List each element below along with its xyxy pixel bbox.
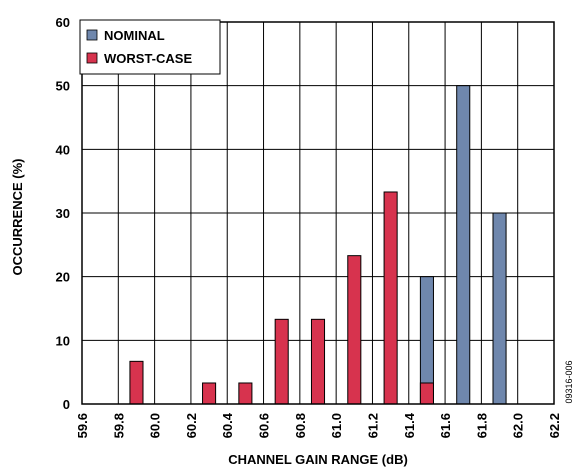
figure-id: 09316-006 [564, 360, 574, 403]
y-tick-labels: 0 10 20 30 40 50 60 [56, 15, 70, 412]
bar-worst-case-3 [274, 318, 289, 405]
y-tick-label: 10 [56, 333, 70, 348]
y-tick-label: 50 [56, 79, 70, 94]
x-tick-label: 61.6 [438, 413, 453, 438]
bar-worst-case-6 [383, 191, 398, 405]
legend-label-nominal: NOMINAL [104, 28, 165, 43]
bar-worst-case-4 [310, 318, 326, 405]
y-tick-label: 0 [63, 397, 70, 412]
x-tick-labels: 59.6 59.8 60.0 60.2 60.4 60.6 60.8 61.0 61.2 61.4… [75, 412, 562, 438]
bar-nominal-2 [492, 212, 507, 405]
bar-nominal-1 [456, 85, 471, 405]
x-tick-label: 61.2 [365, 413, 380, 438]
x-tick-label: 61.8 [474, 413, 489, 438]
x-tick-label: 59.8 [111, 413, 126, 438]
x-tick-label: 60.4 [220, 412, 235, 438]
x-tick-label: 59.6 [75, 413, 90, 438]
x-tick-label: 61.4 [402, 412, 417, 438]
x-tick-label: 61.0 [329, 413, 344, 438]
bar-worst-case-1 [202, 382, 217, 405]
x-tick-label: 60.6 [257, 413, 272, 438]
y-tick-label: 60 [56, 15, 70, 30]
legend: NOMINAL WORST-CASE [79, 19, 221, 75]
bar-worst-case-2 [238, 382, 253, 405]
x-tick-label: 60.0 [148, 413, 163, 438]
bars [129, 85, 507, 405]
y-axis-label: OCCURRENCE (%) [10, 159, 25, 276]
y-tick-label: 40 [56, 142, 70, 157]
x-tick-label: 60.8 [293, 413, 308, 438]
x-tick-label: 62.0 [511, 413, 526, 438]
plot-frame [81, 21, 555, 405]
x-tick-label: 62.2 [547, 413, 562, 438]
legend-label-worst-case: WORST-CASE [104, 51, 192, 66]
bar-worst-case-0 [129, 360, 144, 405]
bar-worst-case-5 [347, 255, 362, 405]
x-axis-label: CHANNEL GAIN RANGE (dB) [228, 452, 408, 467]
legend-box [79, 19, 221, 75]
bar-worst-case-7 [419, 382, 434, 405]
x-tick-label: 60.2 [184, 413, 199, 438]
legend-swatch-nominal [86, 29, 98, 41]
legend-swatch-worst-case [86, 52, 98, 64]
y-tick-label: 20 [56, 270, 70, 285]
y-tick-label: 30 [56, 206, 70, 221]
